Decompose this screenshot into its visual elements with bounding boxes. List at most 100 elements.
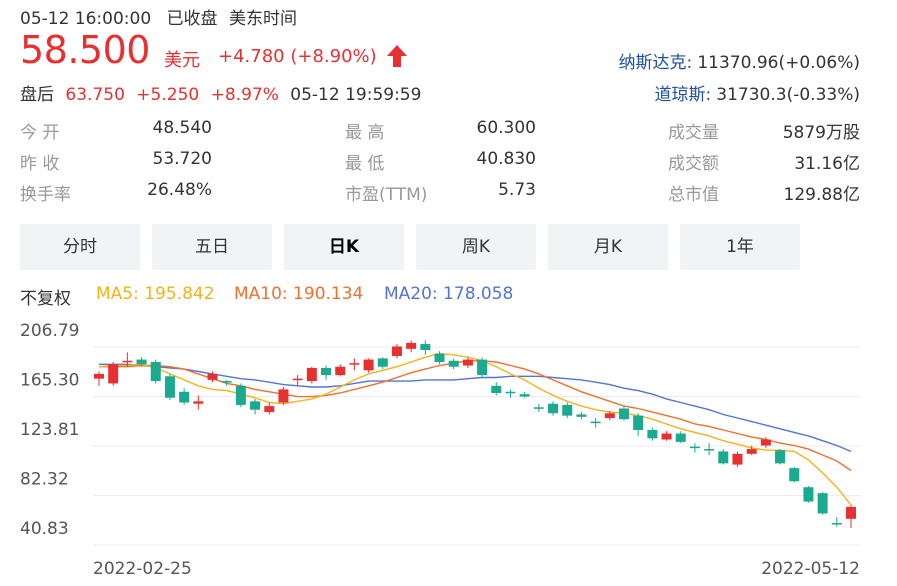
up-arrow-icon [386, 44, 408, 72]
ma10-legend: MA10: 190.134 [234, 284, 364, 304]
candles [94, 340, 856, 528]
adjust-mode-label[interactable]: 不复权 [20, 289, 71, 309]
candle [292, 375, 303, 386]
candle [221, 379, 232, 386]
candle [491, 382, 502, 396]
ma5-legend: MA5: 195.842 [96, 284, 215, 304]
ma5-line [98, 352, 852, 506]
tab-monthly-k[interactable]: 月K [548, 224, 668, 270]
tab-daily-k[interactable]: 日K [284, 224, 404, 270]
x-axis-labels: 2022-02-25 2022-05-12 [93, 559, 860, 579]
tab-intraday[interactable]: 分时 [20, 224, 140, 270]
tab-one-year[interactable]: 1年 [680, 224, 800, 270]
index-dow-value: 31730.3(-0.33%) [716, 85, 860, 105]
candle [477, 357, 488, 378]
candle [661, 431, 672, 441]
index-dow-name[interactable]: 道琼斯: [654, 85, 712, 105]
candle [718, 449, 729, 465]
ma-lines [98, 352, 852, 506]
candle [533, 403, 544, 413]
candle [675, 431, 686, 444]
candle [406, 340, 417, 353]
timezone-label: 美东时间 [228, 9, 297, 29]
candle [377, 357, 388, 370]
market-status: 已收盘 [166, 9, 218, 29]
x-axis-end-label: 2022-05-12 [761, 559, 860, 579]
after-hours-label: 盘后 [20, 85, 54, 105]
candle [576, 412, 587, 420]
candle [746, 445, 757, 456]
chart-period-tabs: 分时 五日 日K 周K 月K 1年 [20, 224, 860, 270]
candle [590, 418, 601, 428]
index-nasdaq-name[interactable]: 纳斯达克: [618, 53, 693, 73]
candle [775, 449, 786, 465]
candle [732, 451, 743, 467]
candle [136, 357, 147, 367]
candle [846, 504, 856, 528]
stat-low-label: 最 低 [345, 154, 385, 174]
stat-open-value: 48.540 [152, 118, 212, 138]
candle [519, 391, 530, 398]
candle [689, 443, 700, 453]
last-price: 58.500 [20, 28, 150, 72]
ma20-legend: MA20: 178.058 [384, 284, 514, 304]
stat-high-label: 最 高 [345, 123, 385, 143]
y-tick-label: 165.30 [20, 371, 79, 391]
candle [264, 402, 275, 415]
stat-market-cap-label: 总市值 [668, 185, 719, 205]
candle [391, 344, 402, 359]
candle [760, 437, 771, 448]
y-tick-label: 82.32 [20, 470, 69, 490]
candle [448, 358, 459, 370]
stat-high-value: 60.300 [476, 118, 536, 138]
ma20-line [99, 363, 852, 453]
candle [94, 371, 104, 386]
candle [363, 358, 374, 373]
after-hours-price: 63.750 [65, 85, 125, 105]
candle [306, 366, 317, 384]
candle [335, 364, 346, 377]
tab-weekly-k[interactable]: 周K [416, 224, 536, 270]
tab-five-day[interactable]: 五日 [152, 224, 272, 270]
y-tick-label: 206.79 [20, 321, 79, 341]
stat-volume-label: 成交量 [668, 123, 719, 143]
currency-label: 美元 [164, 50, 200, 71]
candle [505, 389, 516, 398]
candle [803, 486, 814, 503]
candle [250, 398, 261, 415]
stat-turnover-label: 换手率 [20, 185, 71, 205]
y-axis-ticks: 206.79 165.30 123.81 82.32 40.83 [20, 321, 79, 539]
y-tick-label: 123.81 [20, 420, 79, 440]
candle [235, 383, 246, 408]
candle [789, 466, 800, 483]
candle [108, 361, 119, 386]
candle [633, 413, 644, 436]
quote-datetime: 05-12 16:00:00 [20, 9, 152, 29]
after-hours-row: 盘后 63.750 +5.250 +8.97% 05-12 19:59:59 [20, 80, 421, 105]
stat-open-label: 今 开 [20, 123, 60, 143]
after-hours-change: +5.250 [136, 85, 200, 105]
stat-amount-value: 31.16亿 [794, 154, 860, 174]
stat-amount-label: 成交额 [668, 154, 719, 174]
price-change: +4.780 (+8.90%) [218, 46, 377, 67]
stat-market-cap-value: 129.88亿 [783, 185, 860, 205]
after-hours-pct: +8.97% [210, 85, 279, 105]
candle [462, 357, 473, 368]
candle [193, 395, 204, 410]
index-dow[interactable]: 道琼斯: 31730.3(-0.33%) [654, 80, 860, 105]
ma10-line [99, 360, 852, 472]
stat-prev-close-value: 53.720 [152, 149, 212, 169]
candle [604, 410, 615, 421]
index-nasdaq-value: 11370.96(+0.06%) [697, 53, 860, 73]
candle [817, 492, 828, 515]
stat-volume-value: 5879万股 [782, 123, 860, 143]
stat-prev-close-label: 昨 收 [20, 154, 60, 174]
candle [122, 352, 133, 367]
quote-header-line: 05-12 16:00:00 已收盘 美东时间 [20, 4, 297, 29]
stat-pe-value: 5.73 [498, 180, 536, 200]
after-hours-time: 05-12 19:59:59 [290, 85, 422, 105]
index-nasdaq[interactable]: 纳斯达克: 11370.96(+0.06%) [619, 48, 860, 73]
candle [349, 358, 360, 371]
candle [207, 371, 218, 383]
